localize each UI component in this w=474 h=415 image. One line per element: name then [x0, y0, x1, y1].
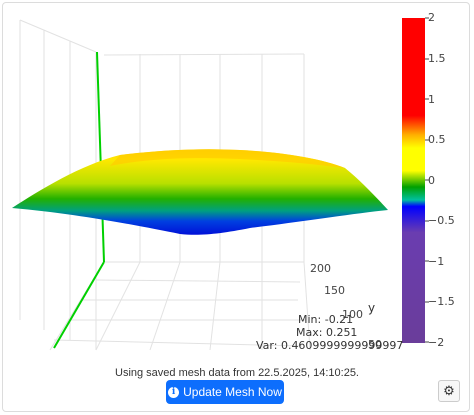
update-mesh-button[interactable]: i Update Mesh Now: [166, 380, 284, 404]
stat-var: Var: 0.4609999999999997: [256, 339, 404, 352]
y-tick-label: 150: [324, 284, 345, 297]
stat-max: Max: 0.251: [296, 326, 358, 339]
stat-min: Min: -0.21: [298, 313, 354, 326]
mesh-stats: Min: -0.21 Max: 0.251 Var: 0.46099999999…: [256, 313, 404, 352]
mesh-surface[interactable]: [12, 149, 388, 235]
update-mesh-label: Update Mesh Now: [183, 385, 282, 399]
colorbar: [402, 18, 425, 343]
y-axis-title: y: [368, 301, 376, 315]
mesh-surface-plot[interactable]: [0, 0, 474, 360]
z-axis-line: [53, 51, 105, 349]
colorbar-tick-label: −0.5: [428, 214, 455, 227]
colorbar-ticks: [425, 17, 429, 343]
status-message: Using saved mesh data from 22.5.2025, 14…: [115, 367, 359, 379]
mesh-surface-highlight: [110, 149, 345, 168]
colorbar-tick-label: 0.5: [428, 133, 446, 146]
colorbar-tick-label: −2: [428, 336, 445, 349]
colorbar-tick-label: −1: [428, 255, 445, 268]
settings-button[interactable]: ⚙: [438, 380, 460, 402]
colorbar-tick-label: 0: [428, 174, 435, 187]
colorbar-tick-label: −1.5: [428, 295, 455, 308]
y-tick-label: 100: [342, 308, 363, 321]
y-tick-label: 50: [368, 338, 382, 351]
gear-icon: ⚙: [443, 383, 455, 398]
colorbar-tick-label: 1.5: [428, 52, 446, 65]
colorbar-tick-label: 2: [428, 11, 435, 24]
y-tick-label: 200: [310, 262, 331, 275]
colorbar-tick-label: 1: [428, 93, 435, 106]
info-icon: i: [168, 386, 180, 398]
